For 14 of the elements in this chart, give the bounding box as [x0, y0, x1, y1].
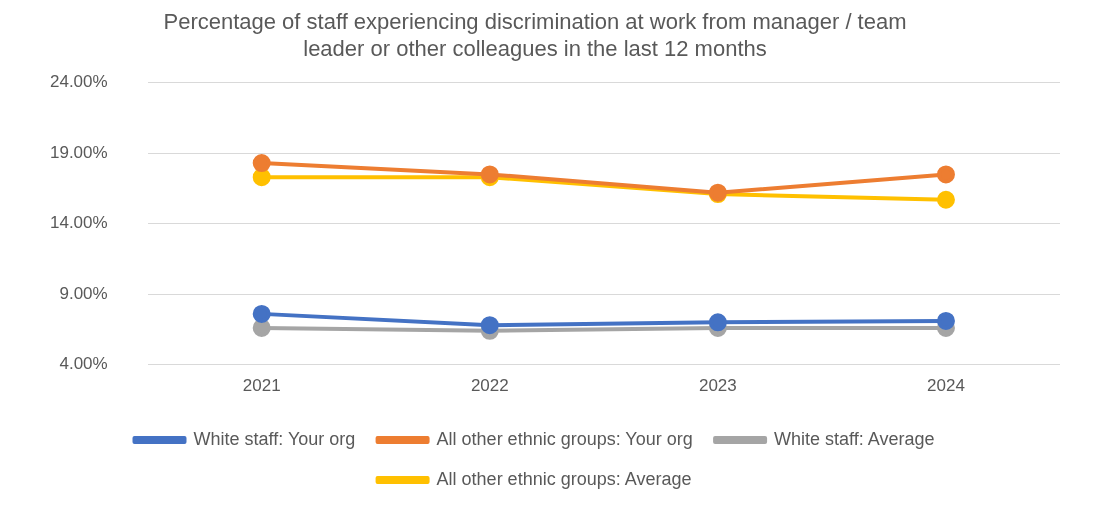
y-tick-label: 14.00% [49, 213, 108, 233]
legend-label: White staff: Your org [193, 428, 356, 449]
x-tick-label: 2022 [470, 376, 509, 396]
x-tick-label: 2024 [927, 376, 965, 396]
x-tick-label: 2023 [698, 376, 737, 396]
y-tick-label: 4.00% [59, 354, 108, 374]
chart-title: Percentage of staff experiencing discrimination at work from manager / team leader or other colleagues in the last 12 months [163, 9, 907, 61]
legend-label: White staff: Average [774, 428, 935, 449]
x-tick-label: 2021 [242, 376, 281, 396]
legend-label: All other ethnic groups: Your org [436, 428, 693, 449]
y-tick-label: 19.00% [49, 142, 108, 162]
y-tick-label: 9.00% [59, 283, 108, 303]
legend-label: All other ethnic groups: Average [436, 468, 692, 489]
y-tick-label: 24.00% [49, 72, 108, 92]
